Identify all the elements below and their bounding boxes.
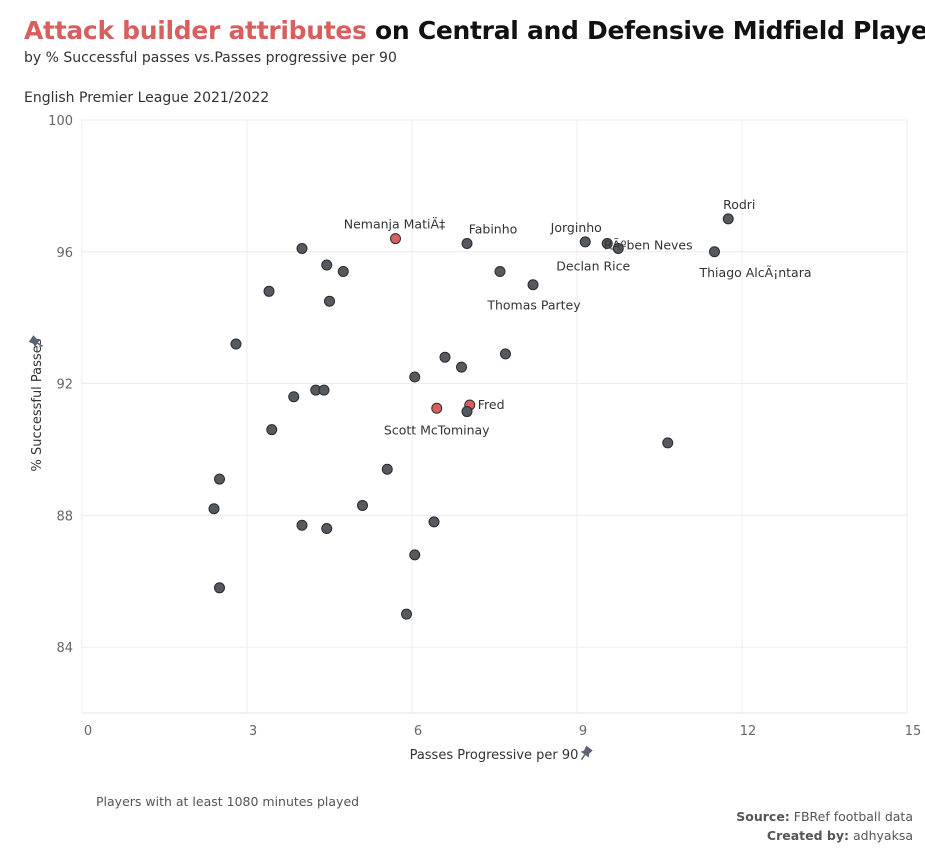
- player-point: [461, 406, 473, 418]
- player-label: Rodri: [723, 197, 755, 212]
- player-point: [494, 266, 506, 278]
- source-credits: Source: FBRef football data Created by: …: [736, 807, 913, 845]
- plot-frame: [81, 119, 908, 714]
- chart-title: Attack builder attributes on Central and…: [24, 16, 925, 45]
- player-label: Thiago AlcÃ¡ntara: [699, 265, 812, 280]
- player-point: [456, 361, 467, 373]
- player-point: [208, 503, 220, 515]
- source-value: FBRef football data: [789, 809, 913, 824]
- x-tick-label: 0: [84, 724, 92, 739]
- player-point: [230, 338, 242, 350]
- player-point: [401, 608, 412, 620]
- highlighted-player-point: [390, 233, 401, 245]
- player-point: [527, 279, 539, 291]
- footnote: Players with at least 1080 minutes playe…: [96, 794, 360, 809]
- player-point: [439, 351, 451, 363]
- x-axis-pin-icon: [580, 745, 593, 760]
- pin-head: [28, 335, 41, 348]
- player-label: Fred: [478, 397, 505, 412]
- pin-needle: [37, 342, 43, 348]
- player-point: [214, 582, 225, 594]
- player-label: Thomas Partey: [486, 298, 581, 313]
- player-label: RÃºben Neves: [604, 238, 693, 253]
- chart-subtitle: by % Successful passes vs.Passes progres…: [24, 50, 397, 66]
- player-point: [662, 437, 674, 449]
- player-label: Fabinho: [469, 222, 518, 237]
- player-point: [612, 242, 624, 254]
- created-label: Created by:: [766, 828, 850, 843]
- y-tick-label: 88: [56, 509, 73, 524]
- player-point: [266, 424, 278, 436]
- player-point: [263, 285, 275, 297]
- pin-needle: [580, 754, 586, 760]
- y-tick-label: 96: [56, 246, 73, 261]
- player-point: [579, 236, 591, 248]
- player-point: [409, 549, 421, 561]
- created-line: Created by: adhyaksa: [736, 826, 913, 845]
- x-tick-label: 9: [579, 724, 587, 739]
- player-point: [324, 295, 335, 307]
- created-value: adhyaksa: [849, 828, 913, 843]
- player-label: Jorginho: [550, 220, 602, 235]
- x-tick-label: 12: [740, 724, 757, 739]
- player-point: [321, 523, 333, 535]
- y-tick-label: 92: [56, 378, 73, 393]
- y-axis-pin-icon: [28, 335, 43, 348]
- pin-head: [580, 745, 593, 758]
- y-axis-label: % Successful Passes: [30, 338, 45, 471]
- player-point: [709, 246, 720, 258]
- player-point: [381, 463, 393, 475]
- player-label: Scott McTominay: [384, 422, 490, 437]
- player-point: [296, 519, 308, 531]
- x-tick-label: 3: [249, 724, 257, 739]
- player-point: [214, 473, 225, 485]
- x-tick-label: 15: [905, 724, 922, 739]
- x-tick-label: 6: [414, 724, 422, 739]
- player-point: [428, 516, 440, 528]
- player-label: Declan Rice: [556, 258, 630, 273]
- source-line: Source: FBRef football data: [736, 807, 913, 826]
- player-point: [500, 348, 511, 360]
- player-point: [601, 238, 613, 250]
- player-point: [337, 266, 349, 278]
- player-point: [722, 213, 734, 225]
- y-tick-label: 100: [48, 114, 73, 129]
- x-axis-label: Passes Progressive per 90: [410, 748, 579, 763]
- player-point: [321, 259, 333, 271]
- source-label: Source:: [736, 809, 790, 824]
- player-point: [461, 238, 473, 250]
- title-rest: on Central and Defensive Midfield Player…: [366, 16, 925, 45]
- player-point: [296, 242, 308, 254]
- title-highlight: Attack builder attributes: [24, 16, 367, 45]
- league-label: English Premier League 2021/2022: [24, 90, 270, 106]
- player-label: Nemanja MatiÄ‡: [344, 217, 446, 232]
- player-point: [288, 391, 300, 403]
- highlighted-player-point: [431, 402, 443, 414]
- y-tick-label: 84: [56, 641, 73, 656]
- player-point: [409, 371, 421, 383]
- player-point: [318, 384, 330, 396]
- player-point: [357, 499, 368, 511]
